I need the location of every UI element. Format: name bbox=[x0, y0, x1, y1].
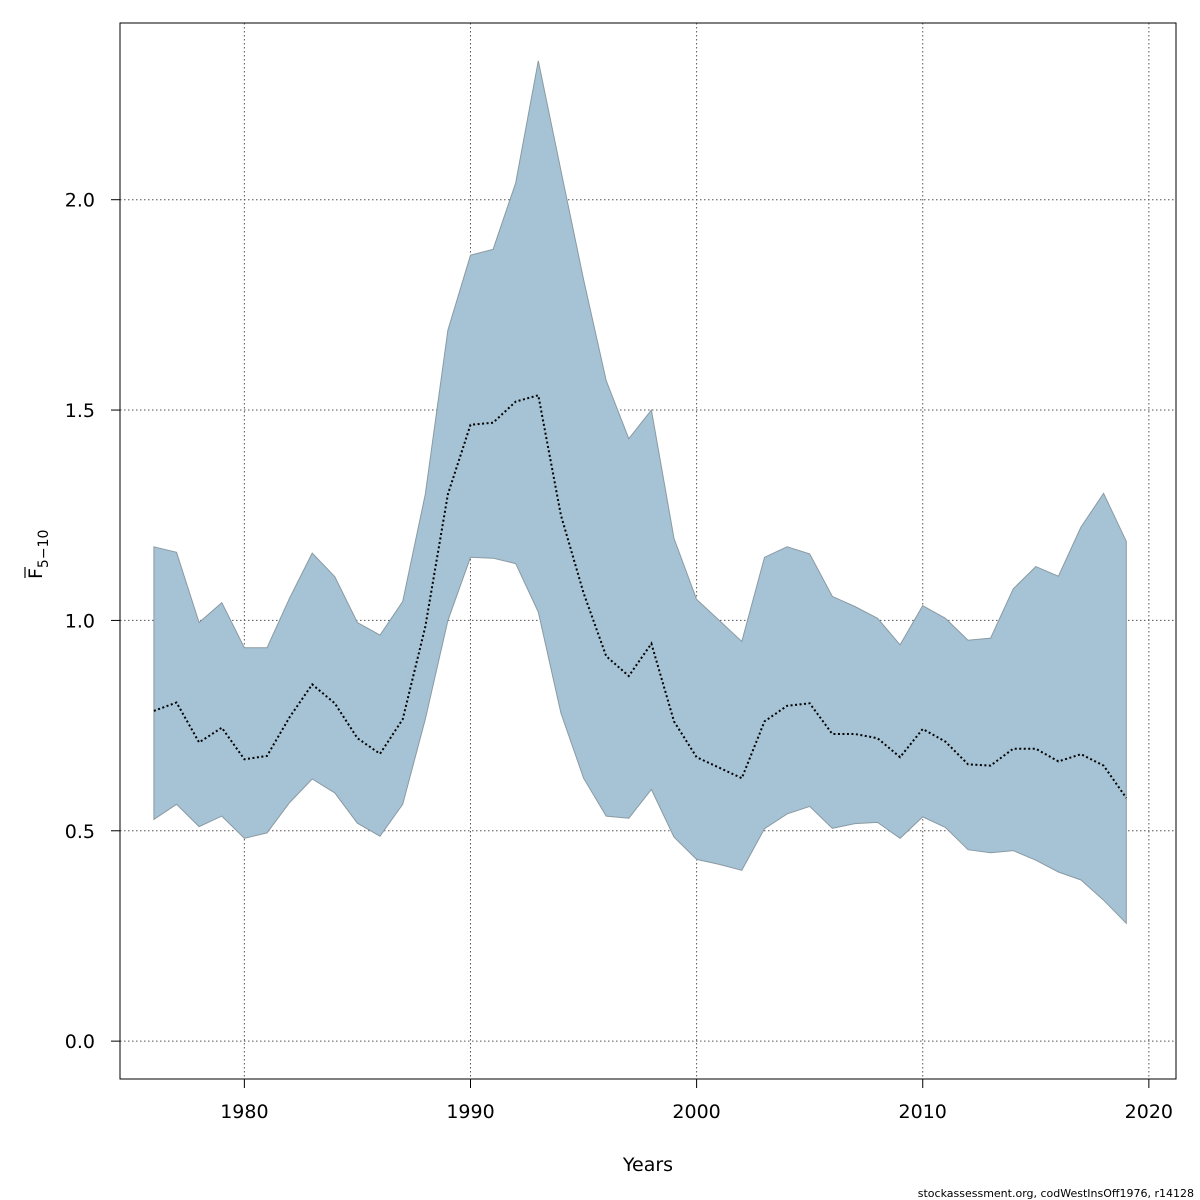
x-axis-title: Years bbox=[622, 1154, 673, 1176]
y-axis: 0.0 0.5 1.0 1.5 2.0 bbox=[65, 190, 121, 1053]
y-tick-label-0: 0.0 bbox=[65, 1031, 95, 1053]
y-tick-label-0.5: 0.5 bbox=[65, 821, 95, 843]
confidence-band-area bbox=[153, 60, 1127, 925]
y-tick-label-1.5: 1.5 bbox=[65, 400, 95, 422]
x-axis: 1980 1990 2000 2010 2020 bbox=[220, 1078, 1173, 1123]
y-axis-title-sub: 5−10 bbox=[36, 530, 52, 568]
estimate-series-line bbox=[153, 394, 1128, 799]
x-tick-label-1990: 1990 bbox=[446, 1101, 494, 1123]
confidence-band bbox=[153, 60, 1127, 925]
y-tick-label-2: 2.0 bbox=[65, 190, 95, 212]
y-tick-label-1: 1.0 bbox=[65, 610, 95, 632]
svg-text:F5−10: F5−10 bbox=[25, 530, 52, 579]
y-axis-title-main: F bbox=[25, 568, 47, 579]
x-tick-label-2010: 2010 bbox=[899, 1101, 947, 1123]
x-tick-label-2020: 2020 bbox=[1125, 1101, 1173, 1123]
grid bbox=[120, 23, 1176, 1079]
x-tick-label-2000: 2000 bbox=[672, 1101, 720, 1123]
x-tick-label-1980: 1980 bbox=[220, 1101, 268, 1123]
credit-text: stockassessment.org, codWestInsOff1976, … bbox=[918, 1187, 1194, 1200]
y-axis-title: F5−10 bbox=[24, 530, 52, 579]
estimate-line bbox=[153, 394, 1128, 799]
